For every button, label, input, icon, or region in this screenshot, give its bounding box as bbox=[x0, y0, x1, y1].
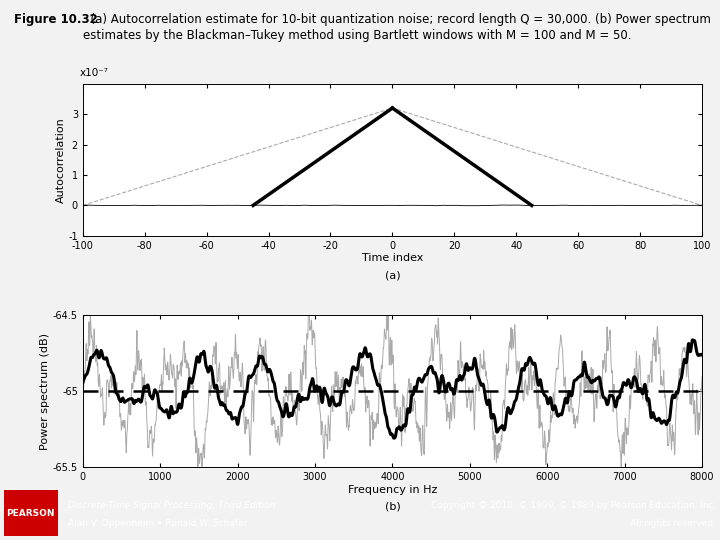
Y-axis label: Autocorrelation: Autocorrelation bbox=[55, 117, 66, 202]
Y-axis label: Power spectrum (dB): Power spectrum (dB) bbox=[40, 333, 50, 449]
Text: (b): (b) bbox=[384, 502, 400, 512]
Text: (a) Autocorrelation estimate for 10-bit quantization noise; record length Q = 30: (a) Autocorrelation estimate for 10-bit … bbox=[83, 14, 711, 42]
X-axis label: Frequency in Hz: Frequency in Hz bbox=[348, 485, 437, 495]
X-axis label: Time index: Time index bbox=[361, 253, 423, 264]
Text: Copyright © 2010, © 1999, © 1989 by Pearson Education, Inc.: Copyright © 2010, © 1999, © 1989 by Pear… bbox=[431, 501, 716, 510]
Text: Discrete-Time Signal Processing, Third Edition: Discrete-Time Signal Processing, Third E… bbox=[68, 501, 276, 510]
Text: (a): (a) bbox=[384, 271, 400, 280]
Text: Alan V. Oppenheim • Ronald W. Schafer: Alan V. Oppenheim • Ronald W. Schafer bbox=[68, 519, 248, 529]
Text: PEARSON: PEARSON bbox=[6, 509, 55, 517]
Text: Figure 10.32: Figure 10.32 bbox=[14, 14, 98, 26]
Text: x10⁻⁷: x10⁻⁷ bbox=[80, 68, 109, 78]
Text: All rights reserved.: All rights reserved. bbox=[631, 519, 716, 529]
Bar bbox=[4, 490, 58, 536]
